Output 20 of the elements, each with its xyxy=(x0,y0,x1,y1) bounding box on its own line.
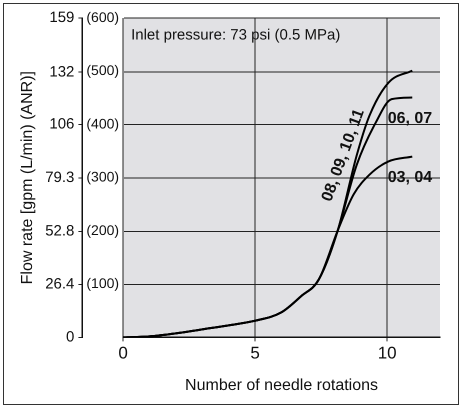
y-tick-label: 159 xyxy=(49,9,74,26)
x-tick-label: 5 xyxy=(250,343,260,362)
x-tick-label: 10 xyxy=(378,343,397,362)
y2-tick-label: (200) xyxy=(86,222,120,238)
y-tick-label: 132 xyxy=(49,63,74,80)
y2-tick-label: (400) xyxy=(86,115,120,132)
y-tick-label: 0 xyxy=(66,328,74,346)
y2-tick-label: (600) xyxy=(86,8,120,25)
y-tick-label: 79.3 xyxy=(45,169,74,186)
y-tick-label: 52.8 xyxy=(45,222,74,240)
y2-tick-label: (500) xyxy=(86,62,120,78)
text: 08, 09, 10, 11 xyxy=(318,106,368,204)
x-axis-title: Number of needle rotations xyxy=(185,376,378,394)
y-axis-title: Flow rate [gpm (L/min) (ANR)] xyxy=(19,71,36,284)
y-tick-label: 106 xyxy=(49,116,74,133)
series-label: 06, 07 xyxy=(388,110,432,128)
x-tick-label: 0 xyxy=(118,343,128,362)
y2-tick-label: (300) xyxy=(86,168,120,185)
y-tick-label: 26.4 xyxy=(45,276,74,293)
y2-tick-label: (100) xyxy=(86,275,120,292)
